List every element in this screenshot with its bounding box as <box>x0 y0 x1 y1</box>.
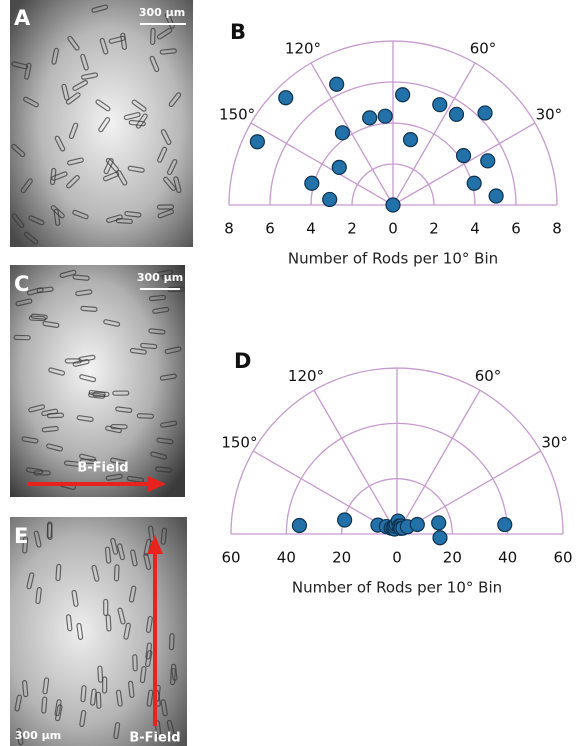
field-label: B-Field <box>77 461 128 476</box>
point <box>335 126 349 140</box>
point <box>433 98 447 112</box>
point <box>396 88 410 102</box>
point <box>498 518 512 532</box>
x-tick-label: 60 <box>221 549 240 567</box>
panel-label: B <box>230 20 246 44</box>
x-tick-label: 8 <box>224 220 234 238</box>
point <box>478 106 492 120</box>
x-tick-label: 40 <box>277 549 296 567</box>
x-tick-label: 20 <box>443 549 462 567</box>
point <box>481 154 495 168</box>
x-axis-label: Number of Rods per 10° Bin <box>288 250 498 268</box>
panel-label: E <box>14 524 28 548</box>
x-tick-label: 40 <box>498 549 517 567</box>
x-tick-label: 20 <box>332 549 351 567</box>
scale-label: 300 μm <box>139 6 185 19</box>
point <box>467 176 481 190</box>
point <box>323 192 337 206</box>
image-background <box>10 0 193 247</box>
point <box>410 518 424 532</box>
point <box>250 135 264 149</box>
grid-spoke <box>251 123 393 205</box>
angle-label: 30° <box>536 106 563 124</box>
angle-label: 120° <box>288 367 324 385</box>
x-tick-label: 60 <box>553 549 572 567</box>
point <box>433 531 447 545</box>
point <box>338 513 352 527</box>
point <box>292 518 306 532</box>
x-tick-label: 6 <box>265 220 275 238</box>
point <box>332 160 346 174</box>
panel-label: D <box>234 349 251 373</box>
point <box>457 149 471 163</box>
scale-label: 300 μm <box>137 271 183 284</box>
angle-label: 150° <box>219 106 255 124</box>
field-label: B-Field <box>129 731 180 746</box>
x-tick-label: 2 <box>347 220 357 238</box>
micrograph <box>10 0 193 247</box>
x-tick-label: 2 <box>429 220 439 238</box>
x-tick-label: 4 <box>470 220 480 238</box>
panel-label: A <box>14 6 31 30</box>
point <box>449 107 463 121</box>
scale-label: 300 μm <box>15 729 61 742</box>
grid-spoke <box>397 390 480 534</box>
panel-label: C <box>14 272 29 296</box>
grid-spoke <box>314 390 397 534</box>
point <box>432 516 446 530</box>
point <box>305 176 319 190</box>
x-tick-label: 6 <box>511 220 521 238</box>
angle-label: 30° <box>541 434 568 452</box>
point <box>363 111 377 125</box>
x-tick-label: 4 <box>306 220 316 238</box>
angle-label: 60° <box>470 40 497 58</box>
point <box>330 77 344 91</box>
point <box>378 109 392 123</box>
point <box>489 189 503 203</box>
point <box>279 91 293 105</box>
figure: A 300 μm C 300 μm B-Field E B-Field 300 … <box>0 0 577 746</box>
point <box>404 133 418 147</box>
angle-label: 150° <box>221 434 257 452</box>
angle-label: 120° <box>285 40 321 58</box>
grid-spoke <box>393 63 475 205</box>
grid-spoke <box>311 63 393 205</box>
angle-label: 60° <box>475 367 502 385</box>
x-tick-label: 0 <box>388 220 398 238</box>
x-tick-label: 8 <box>552 220 562 238</box>
point <box>386 198 400 212</box>
x-axis-label: Number of Rods per 10° Bin <box>292 579 502 597</box>
x-tick-label: 0 <box>392 549 402 567</box>
